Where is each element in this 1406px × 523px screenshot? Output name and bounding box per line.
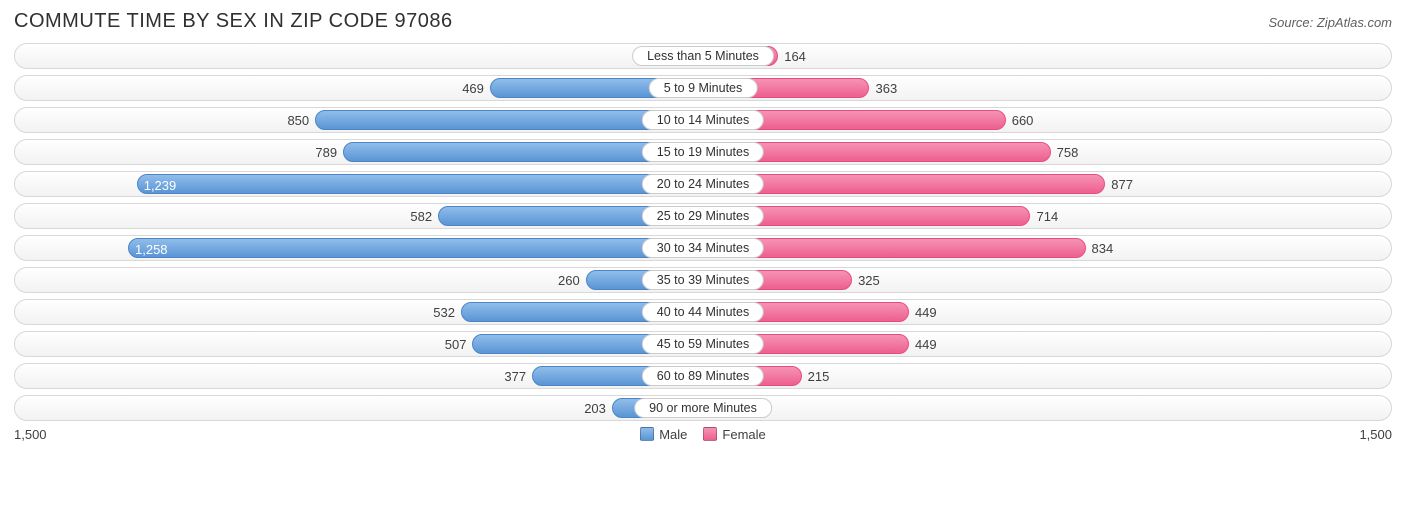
chart-header: COMMUTE TIME BY SEX IN ZIP CODE 97086 So… [14, 10, 1392, 33]
axis-max-left: 1,500 [14, 427, 47, 442]
value-male: 469 [462, 78, 484, 100]
diverging-bar-chart: 48164Less than 5 Minutes4693635 to 9 Min… [14, 43, 1392, 421]
category-label: 45 to 59 Minutes [642, 334, 764, 354]
category-label: 25 to 29 Minutes [642, 206, 764, 226]
value-male: 377 [504, 366, 526, 388]
bar-male: 1,239 [137, 174, 705, 194]
legend-item-female: Female [703, 427, 765, 442]
chart-title: COMMUTE TIME BY SEX IN ZIP CODE 97086 [14, 10, 453, 33]
value-female: 325 [858, 270, 880, 292]
legend-label-female: Female [722, 427, 765, 442]
legend-item-male: Male [640, 427, 687, 442]
chart-row: 260 325 35 to 39 Minutes [14, 267, 1392, 293]
legend-label-male: Male [659, 427, 687, 442]
value-female: 877 [1111, 174, 1133, 196]
value-male: 1,258 [135, 239, 168, 261]
value-male: 532 [433, 302, 455, 324]
bar-male: 1,258 [128, 238, 705, 258]
category-label: 30 to 34 Minutes [642, 238, 764, 258]
chart-row: 850 660 10 to 14 Minutes [14, 107, 1392, 133]
value-female: 164 [784, 46, 806, 68]
category-label: 15 to 19 Minutes [642, 142, 764, 162]
value-male: 260 [558, 270, 580, 292]
chart-row: 2032190 or more Minutes [14, 395, 1392, 421]
chart-source: Source: ZipAtlas.com [1268, 15, 1392, 30]
value-female: 215 [808, 366, 830, 388]
value-female: 449 [915, 334, 937, 356]
category-label: 60 to 89 Minutes [642, 366, 764, 386]
chart-row: 469 363 5 to 9 Minutes [14, 75, 1392, 101]
value-female: 758 [1057, 142, 1079, 164]
legend: Male Female [640, 427, 766, 442]
category-label: 40 to 44 Minutes [642, 302, 764, 322]
category-label: Less than 5 Minutes [632, 46, 774, 66]
legend-swatch-female [703, 427, 717, 441]
chart-row: 1,239 877 20 to 24 Minutes [14, 171, 1392, 197]
value-male: 1,239 [144, 175, 177, 197]
category-label: 35 to 39 Minutes [642, 270, 764, 290]
chart-row: 377 215 60 to 89 Minutes [14, 363, 1392, 389]
chart-row: 532 449 40 to 44 Minutes [14, 299, 1392, 325]
value-female: 660 [1012, 110, 1034, 132]
value-male: 850 [287, 110, 309, 132]
chart-row: 48164Less than 5 Minutes [14, 43, 1392, 69]
value-male: 203 [584, 398, 606, 420]
chart-row: 789 758 15 to 19 Minutes [14, 139, 1392, 165]
category-label: 10 to 14 Minutes [642, 110, 764, 130]
value-female: 714 [1036, 206, 1058, 228]
category-label: 5 to 9 Minutes [649, 78, 758, 98]
legend-swatch-male [640, 427, 654, 441]
value-female: 449 [915, 302, 937, 324]
category-label: 90 or more Minutes [634, 398, 772, 418]
value-male: 582 [410, 206, 432, 228]
chart-row: 507 449 45 to 59 Minutes [14, 331, 1392, 357]
value-male: 507 [445, 334, 467, 356]
category-label: 20 to 24 Minutes [642, 174, 764, 194]
value-female: 363 [875, 78, 897, 100]
chart-row: 582 714 25 to 29 Minutes [14, 203, 1392, 229]
axis-max-right: 1,500 [1359, 427, 1392, 442]
chart-row: 1,258 834 30 to 34 Minutes [14, 235, 1392, 261]
chart-footer: 1,500 Male Female 1,500 [14, 427, 1392, 442]
value-male: 789 [315, 142, 337, 164]
value-female: 834 [1092, 238, 1114, 260]
